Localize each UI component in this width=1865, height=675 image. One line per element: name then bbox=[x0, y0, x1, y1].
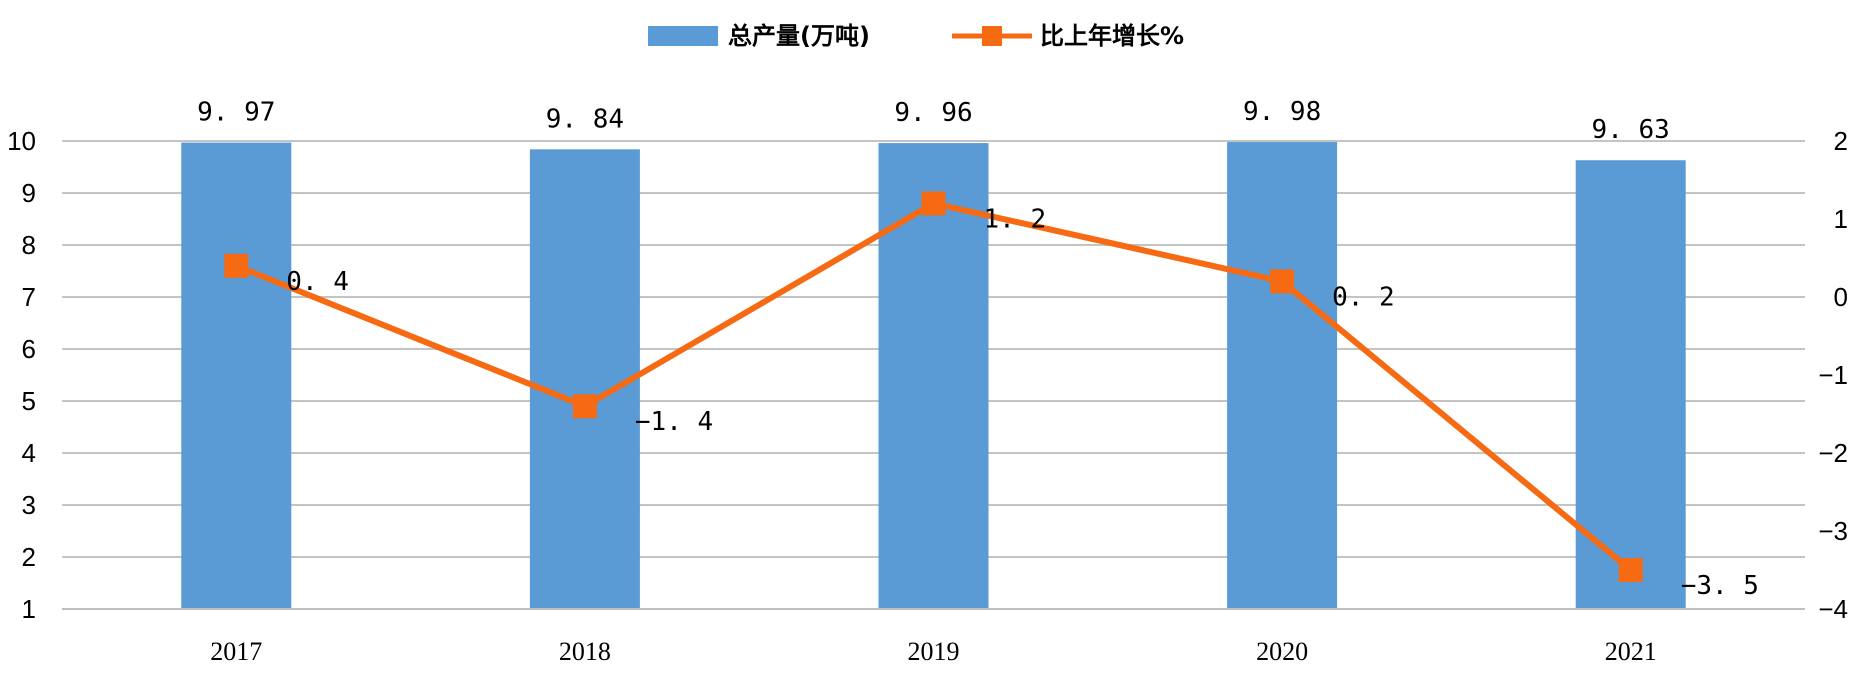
bar bbox=[529, 149, 640, 609]
line-marker bbox=[224, 253, 249, 278]
line-marker bbox=[921, 191, 946, 216]
left-y-axis: 1 2 3 4 5 6 7 8 9 10 bbox=[7, 126, 36, 624]
line-marker bbox=[572, 394, 597, 419]
line-marker bbox=[1618, 558, 1643, 582]
y-left-tick-label: 2 bbox=[22, 542, 36, 572]
y-left-tick-label: 9 bbox=[22, 178, 36, 208]
y-left-tick-label: 3 bbox=[22, 490, 36, 520]
y-left-tick-label: 5 bbox=[22, 386, 36, 416]
bar bbox=[1575, 160, 1686, 610]
y-left-tick-label: 10 bbox=[7, 126, 36, 156]
legend-swatch-bar bbox=[648, 26, 718, 46]
line-value-label: −3. 5 bbox=[1681, 571, 1759, 601]
x-tick-label: 2018 bbox=[559, 637, 611, 666]
line-value-label: 0. 4 bbox=[286, 267, 349, 297]
y-left-tick-label: 8 bbox=[22, 230, 36, 260]
y-left-tick-label: 1 bbox=[22, 594, 36, 624]
bar bbox=[878, 143, 989, 609]
bar-value-label: 9. 96 bbox=[894, 98, 972, 128]
y-right-tick-label: −2 bbox=[1818, 438, 1848, 468]
y-right-tick-label: −4 bbox=[1818, 594, 1848, 624]
legend-marker-line bbox=[982, 26, 1002, 46]
y-right-tick-label: 0 bbox=[1834, 282, 1848, 312]
y-left-tick-label: 4 bbox=[22, 438, 36, 468]
legend: 总产量(万吨) 比上年增长% bbox=[648, 22, 1184, 50]
line-marker bbox=[1270, 269, 1295, 294]
bar-series: 9. 97 9. 84 9. 96 9. 98 9. 63 bbox=[181, 97, 1686, 610]
bar-value-label: 9. 97 bbox=[197, 98, 275, 128]
x-axis: 2017 2018 2019 2020 2021 bbox=[62, 608, 1805, 666]
bar-value-label: 9. 84 bbox=[546, 104, 624, 134]
x-tick-label: 2020 bbox=[1256, 637, 1308, 666]
y-right-tick-label: −1 bbox=[1818, 360, 1848, 390]
bar bbox=[1227, 142, 1338, 610]
y-right-tick-label: −3 bbox=[1818, 516, 1848, 546]
legend-label-line: 比上年增长% bbox=[1040, 22, 1184, 50]
line-series: 0. 4 −1. 4 1. 2 0. 2 −3. 5 bbox=[224, 191, 1759, 601]
bar bbox=[181, 142, 292, 609]
y-right-tick-label: 1 bbox=[1834, 204, 1848, 234]
bar-value-label: 9. 98 bbox=[1243, 97, 1321, 127]
bar-value-label: 9. 63 bbox=[1592, 115, 1670, 145]
line-value-label: 0. 2 bbox=[1332, 282, 1395, 312]
legend-label-bar: 总产量(万吨) bbox=[728, 22, 870, 50]
line-value-label: 1. 2 bbox=[984, 204, 1047, 234]
right-y-axis: −4 −3 −2 −1 0 1 2 bbox=[1818, 126, 1848, 624]
y-right-tick-label: 2 bbox=[1834, 126, 1848, 156]
x-tick-label: 2017 bbox=[210, 637, 262, 666]
line-value-label: −1. 4 bbox=[635, 407, 713, 437]
x-tick-label: 2019 bbox=[908, 637, 960, 666]
x-tick-label: 2021 bbox=[1605, 637, 1657, 666]
y-left-tick-label: 6 bbox=[22, 334, 36, 364]
y-left-tick-label: 7 bbox=[22, 282, 36, 312]
